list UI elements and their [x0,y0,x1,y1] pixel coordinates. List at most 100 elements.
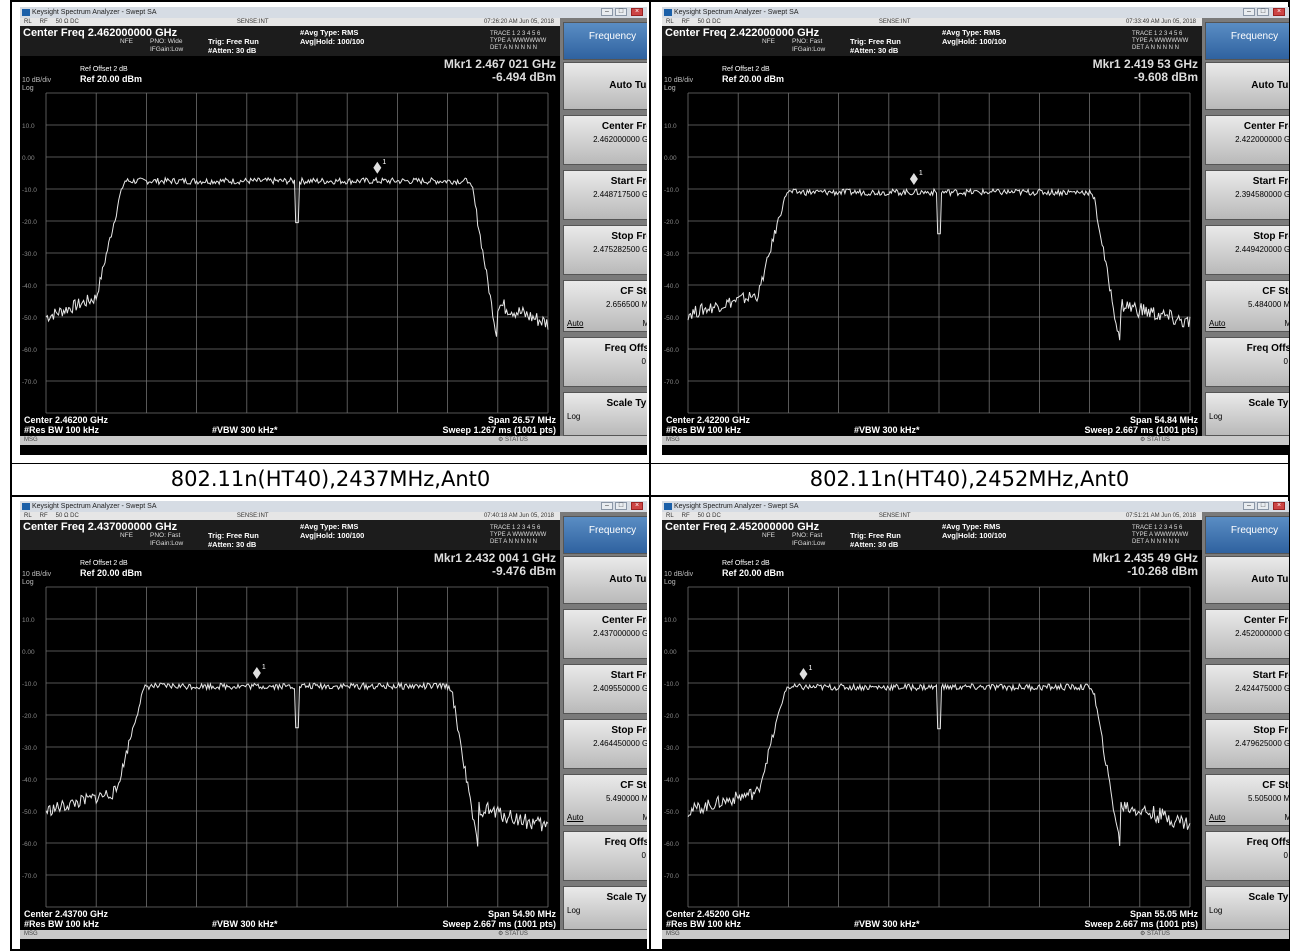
freq-offset-softkey[interactable]: Freq Offset 0 Hz [563,831,647,881]
softkey-value: 5.490000 MHz [605,794,647,803]
ifgain-label: IFGain:Low [792,540,826,547]
center-freq-softkey[interactable]: Center Freq 2.422000000 GHz [1205,115,1289,165]
scale-type-softkey[interactable]: Scale TypeLogLin [1205,886,1289,930]
analyzer-panel: Keysight Spectrum Analyzer - Swept SA – □ ×… [20,7,647,455]
maximize-button[interactable]: □ [1257,8,1269,16]
trace-line: TRACE 1 2 3 4 5 6 [1132,525,1183,531]
maximize-button[interactable]: □ [615,502,627,510]
marker-diamond-icon[interactable] [799,667,808,680]
avg-type-label: #Avg Type: RMS [942,28,1001,37]
close-button[interactable]: × [1273,502,1285,510]
log-option[interactable]: Log [1209,906,1223,915]
sweep-info: Center 2.45200 GHz #Res BW 100 kHz #VBW 30… [662,908,1202,930]
ref-offset-label: Ref Offset 2 dB [80,66,128,73]
status-button[interactable]: ⚙ STATUS [498,930,528,939]
center-freq-softkey[interactable]: Center Freq 2.437000000 GHz [563,609,647,659]
auto-option[interactable]: Auto [1209,813,1226,822]
center-freq-softkey[interactable]: Center Freq 2.452000000 GHz [1205,609,1289,659]
start-freq-softkey[interactable]: Start Freq 2.424475000 GHz [1205,664,1289,714]
softkey-label: Freq Offset [604,837,647,848]
man-option[interactable]: Man [642,319,647,328]
avg-type-label: #Avg Type: RMS [300,28,359,37]
stop-freq-softkey[interactable]: Stop Freq 2.464450000 GHz [563,719,647,769]
log-scale-label: Log [664,85,676,92]
maximize-button[interactable]: □ [615,8,627,16]
softkey-label: Frequency [1230,31,1279,42]
minimize-button[interactable]: – [601,8,613,16]
auto-option[interactable]: Auto [567,319,584,328]
log-option[interactable]: Log [1209,412,1223,421]
softkey-label: Scale Type [606,892,647,903]
cf-step-softkey[interactable]: CF Step 5.484000 MHz Auto Man [1205,280,1289,332]
freq-offset-softkey[interactable]: Freq Offset 0 Hz [1205,831,1289,881]
spectrum-plot: Ref Offset 2 dB 10 dB/div Ref 20.00 dBm Log… [20,56,560,414]
softkey-label: Stop Freq [611,725,647,736]
center-freq-softkey[interactable]: Center Freq 2.462000000 GHz [563,115,647,165]
avg-hold-label: Avg|Hold: 100/100 [300,37,365,46]
softkey-value: 2.449420000 GHz [1235,245,1289,254]
marker-number: 1 [262,664,266,671]
y-tick-label: 10.0 [664,617,677,624]
auto-tune-softkey[interactable]: Auto Tune [1205,556,1289,604]
status-item: RL [24,19,32,25]
freq-offset-softkey[interactable]: Freq Offset 0 Hz [563,337,647,387]
auto-tune-softkey[interactable]: Auto Tune [563,62,647,110]
softkey-label: Freq Offset [604,343,647,354]
pno-label: PNO: Fast [792,532,823,539]
man-option[interactable]: Man [642,813,647,822]
close-button[interactable]: × [631,502,643,510]
cf-step-softkey[interactable]: CF Step 5.490000 MHz Auto Man [563,774,647,826]
man-option[interactable]: Man [1284,319,1289,328]
marker-frequency: Mkr1 2.435 49 GHz [1092,551,1198,565]
close-button[interactable]: × [631,8,643,16]
stop-freq-softkey[interactable]: Stop Freq 2.449420000 GHz [1205,225,1289,275]
center-freq-title: Center Freq 2.462000000 GHz [23,27,178,39]
stop-freq-softkey[interactable]: Stop Freq 2.479625000 GHz [1205,719,1289,769]
y-tick-label: -20.0 [664,219,679,226]
minimize-button[interactable]: – [1243,502,1255,510]
auto-option[interactable]: Auto [1209,319,1226,328]
menu-title-frequency[interactable]: Frequency [563,22,647,60]
minimize-button[interactable]: – [601,502,613,510]
y-tick-label: -70.0 [22,379,37,386]
log-option[interactable]: Log [567,906,581,915]
auto-tune-softkey[interactable]: Auto Tune [563,556,647,604]
close-button[interactable]: × [1273,8,1285,16]
status-button[interactable]: ⚙ STATUS [498,436,528,445]
scale-type-softkey[interactable]: Scale TypeLogLin [563,886,647,930]
avg-hold-label: Avg|Hold: 100/100 [942,531,1007,540]
maximize-button[interactable]: □ [1257,502,1269,510]
stop-freq-softkey[interactable]: Stop Freq 2.475282500 GHz [563,225,647,275]
auto-tune-softkey[interactable]: Auto Tune [1205,62,1289,110]
center-label: Center 2.42200 GHz [666,415,751,425]
grid-line-mid-bottom [10,495,1290,497]
start-freq-softkey[interactable]: Start Freq 2.394580000 GHz [1205,170,1289,220]
scale-type-softkey[interactable]: Scale TypeLogLin [1205,392,1289,436]
sweep-label: Sweep 2.667 ms (1001 pts) [1084,919,1198,929]
window-title: Keysight Spectrum Analyzer - Swept SA [674,9,799,16]
menu-title-frequency[interactable]: Frequency [1205,22,1289,60]
marker-diamond-icon[interactable] [252,667,261,679]
y-tick-label: 0.00 [22,649,35,656]
menu-title-frequency[interactable]: Frequency [563,516,647,554]
cf-step-softkey[interactable]: CF Step 5.505000 MHz Auto Man [1205,774,1289,826]
softkey-label: Center Freq [1243,121,1289,132]
y-tick-label: -10.0 [22,681,37,688]
start-freq-softkey[interactable]: Start Freq 2.448717500 GHz [563,170,647,220]
freq-offset-softkey[interactable]: Freq Offset 0 Hz [1205,337,1289,387]
auto-option[interactable]: Auto [567,813,584,822]
marker-diamond-icon[interactable] [909,173,918,185]
start-freq-softkey[interactable]: Start Freq 2.409550000 GHz [563,664,647,714]
status-button[interactable]: ⚙ STATUS [1140,930,1170,939]
cf-step-softkey[interactable]: CF Step 2.656500 MHz Auto Man [563,280,647,332]
status-label: STATUS [505,437,528,443]
menu-title-frequency[interactable]: Frequency [1205,516,1289,554]
marker-diamond-icon[interactable] [373,161,382,174]
scale-type-softkey[interactable]: Scale TypeLogLin [563,392,647,436]
msg-label: MSG [24,437,38,443]
minimize-button[interactable]: – [1243,8,1255,16]
softkey-label: Freq Offset [1246,837,1289,848]
status-button[interactable]: ⚙ STATUS [1140,436,1170,445]
man-option[interactable]: Man [1284,813,1289,822]
log-option[interactable]: Log [567,412,581,421]
